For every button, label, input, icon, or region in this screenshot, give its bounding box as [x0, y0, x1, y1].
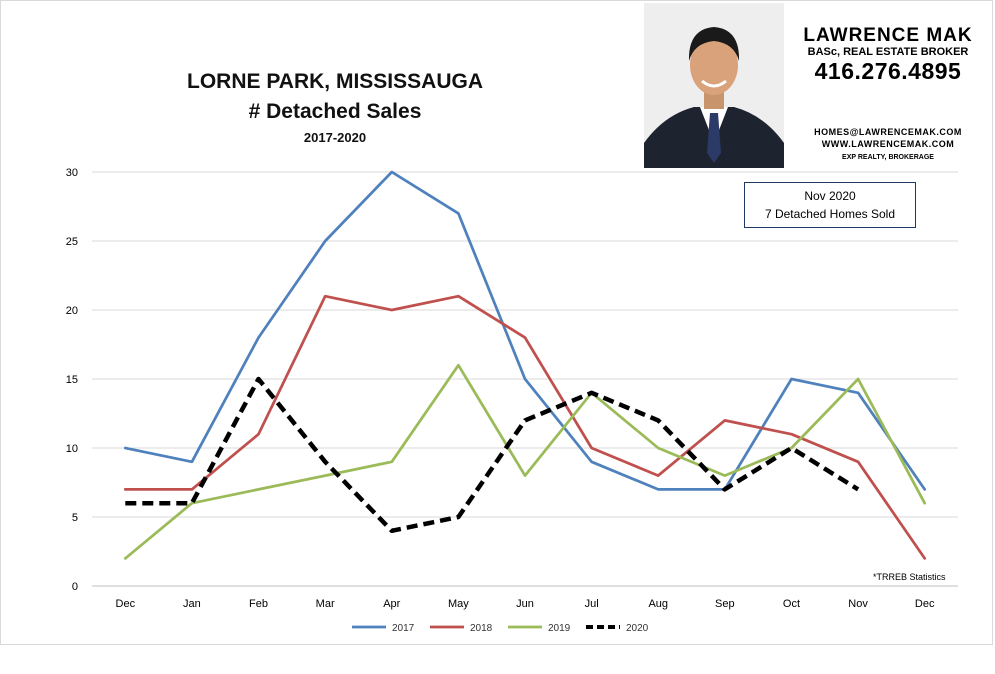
callout-line1: Nov 2020: [804, 189, 856, 203]
x-tick-label: Aug: [648, 598, 668, 610]
y-tick-label: 25: [66, 236, 78, 248]
y-tick-label: 10: [66, 443, 78, 455]
x-tick-label: Nov: [848, 598, 868, 610]
chart-frame: [0, 0, 993, 645]
agent-credentials: BASc, REAL ESTATE BROKER: [807, 46, 969, 58]
chart-title-line1: LORNE PARK, MISSISSAUGA: [187, 70, 483, 93]
agent-portrait-icon: [644, 3, 784, 168]
x-tick-label: Oct: [783, 598, 800, 610]
x-tick-label: Dec: [915, 598, 935, 610]
series-line-2020: [125, 376, 860, 534]
legend-label-2020: 2020: [626, 623, 649, 634]
callout-box: Nov 2020 7 Detached Homes Sold: [744, 182, 916, 228]
legend-label-2019: 2019: [548, 623, 571, 634]
x-tick-label: Apr: [383, 598, 400, 610]
chart-title-line2: # Detached Sales: [248, 100, 422, 123]
y-tick-label: 15: [66, 374, 78, 386]
series-line-2019: [123, 363, 927, 560]
series-line-2017: [123, 170, 927, 491]
x-tick-label: May: [448, 598, 469, 610]
chart-subtitle: 2017-2020: [303, 130, 367, 145]
legend-label-2018: 2018: [470, 623, 493, 634]
x-tick-label: Jul: [585, 598, 599, 610]
x-tick-label: Jun: [516, 598, 534, 610]
agent-website[interactable]: WWW.LAWRENCEMAK.COM: [821, 139, 955, 149]
y-tick-label: 20: [66, 305, 78, 317]
brokerage-name: EXP REALTY, BROKERAGE: [842, 154, 934, 161]
x-tick-label: Feb: [249, 598, 268, 610]
y-tick-label: 5: [72, 512, 78, 524]
x-tick-label: Jan: [183, 598, 201, 610]
series-line-2018: [123, 294, 927, 560]
legend-label-2017: 2017: [392, 623, 415, 634]
x-tick-label: Dec: [116, 598, 136, 610]
agent-name: LAWRENCE MAK: [803, 25, 973, 46]
agent-phone[interactable]: 416.276.4895: [814, 58, 962, 84]
callout-line2: 7 Detached Homes Sold: [764, 207, 896, 221]
y-tick-label: 30: [66, 167, 78, 179]
y-tick-label: 0: [72, 581, 78, 593]
x-tick-label: Sep: [715, 598, 735, 610]
agent-email[interactable]: HOMES@LAWRENCEMAK.COM: [814, 127, 962, 137]
source-note: *TRREB Statistics: [873, 572, 946, 582]
x-tick-label: Mar: [316, 598, 335, 610]
